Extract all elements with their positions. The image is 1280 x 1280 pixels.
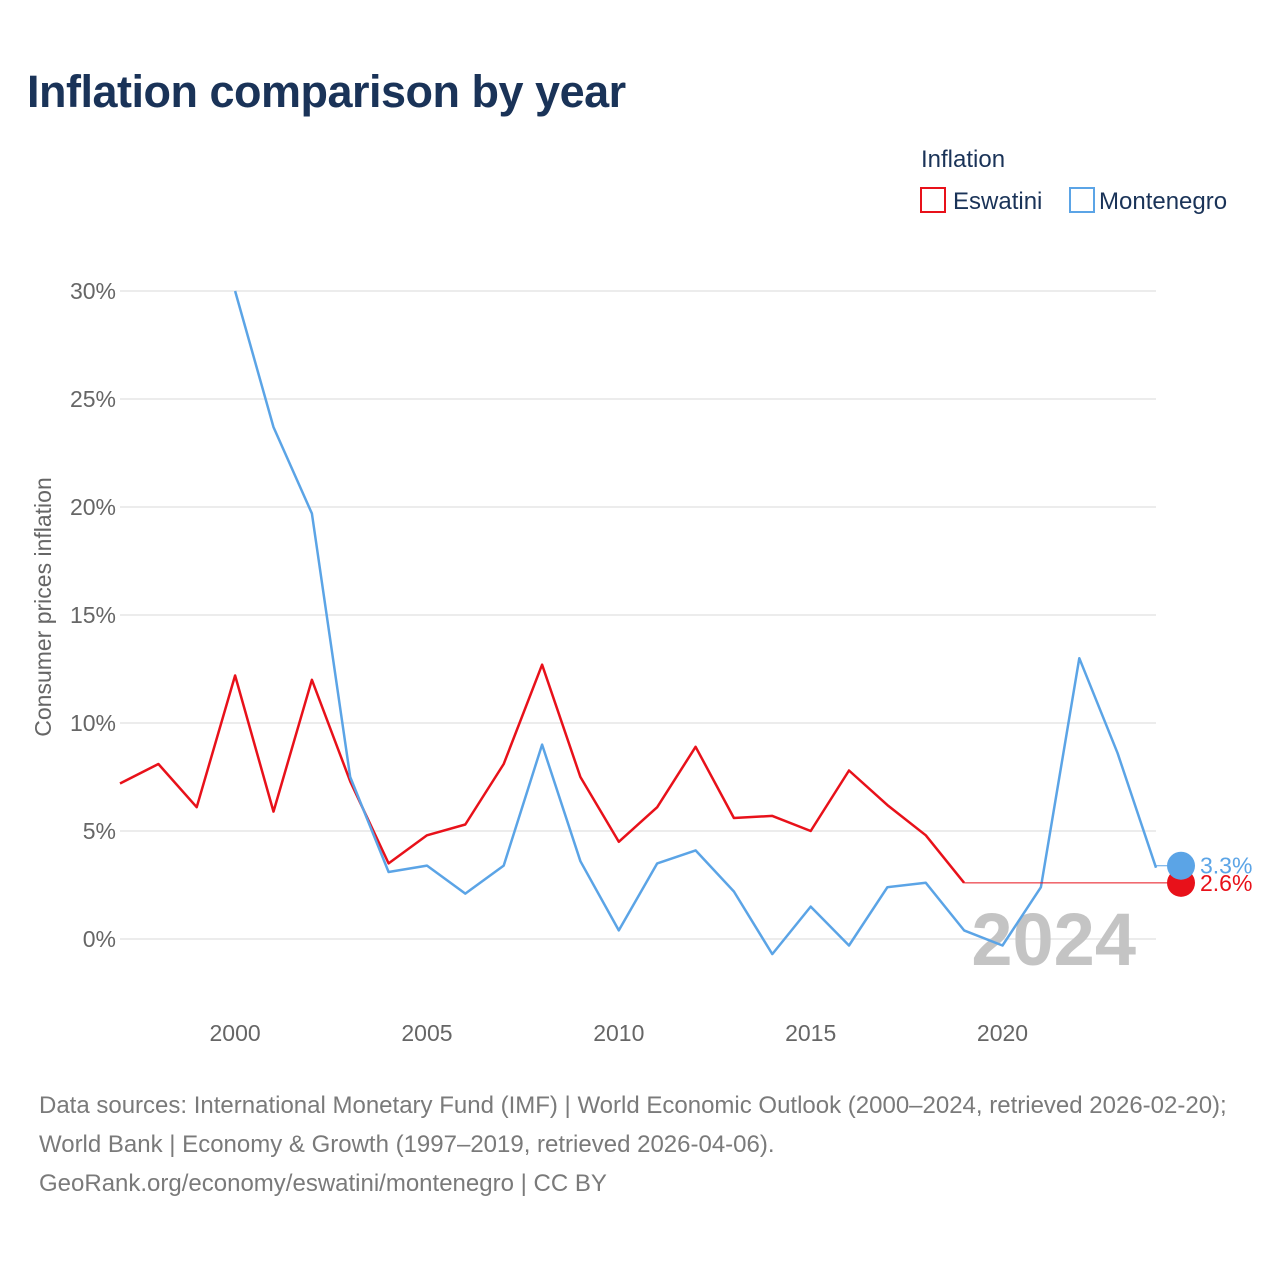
data-point-eswatini-2002 <box>307 675 317 685</box>
y-tick-label-30: 30% <box>70 278 116 304</box>
x-tick-label-2005: 2005 <box>401 1020 452 1046</box>
data-point-eswatini-1998 <box>153 759 163 769</box>
data-point-montenegro-2002 <box>307 508 317 518</box>
y-tick-label-5: 5% <box>83 818 116 844</box>
data-point-montenegro-2001 <box>268 422 278 432</box>
y-tick-label-10: 10% <box>70 710 116 736</box>
data-point-montenegro-2021 <box>1036 882 1046 892</box>
data-point-montenegro-2006 <box>460 889 470 899</box>
y-tick-label-15: 15% <box>70 602 116 628</box>
x-tick-label-2020: 2020 <box>977 1020 1028 1046</box>
legend-label-montenegro[interactable]: Montenegro <box>1099 188 1227 215</box>
legend-swatch-montenegro <box>1069 187 1095 213</box>
data-point-montenegro-2000 <box>230 286 240 296</box>
data-point-montenegro-2004 <box>384 867 394 877</box>
data-point-montenegro-2020 <box>998 940 1008 950</box>
end-labels: 2.6%3.3% <box>964 851 1252 897</box>
data-point-eswatini-2016 <box>844 766 854 776</box>
credit-line[interactable]: GeoRank.org/economy/eswatini/montenegro … <box>39 1170 607 1197</box>
footer: Data sources: International Monetary Fun… <box>39 1086 1249 1203</box>
data-point-eswatini-2000 <box>230 670 240 680</box>
data-point-montenegro-2014 <box>767 949 777 959</box>
legend-swatch-eswatini <box>920 187 946 213</box>
data-point-eswatini-2013 <box>729 813 739 823</box>
y-axis-title: Consumer prices inflation <box>30 477 56 737</box>
legend-label-eswatini[interactable]: Eswatini <box>953 188 1042 215</box>
data-point-montenegro-2005 <box>422 861 432 871</box>
data-point-montenegro-2007 <box>499 861 509 871</box>
data-point-eswatini-2017 <box>882 800 892 810</box>
data-point-eswatini-1999 <box>192 802 202 812</box>
year-watermark: 2024 <box>971 898 1136 981</box>
data-point-eswatini-2011 <box>652 802 662 812</box>
x-tick-label-2015: 2015 <box>785 1020 836 1046</box>
x-tick-label-2010: 2010 <box>593 1020 644 1046</box>
x-axis: 2000 2005 2010 2015 2020 <box>210 1020 1029 1046</box>
data-point-montenegro-2018 <box>921 878 931 888</box>
data-point-montenegro-2017 <box>882 882 892 892</box>
data-point-montenegro-2023 <box>1113 748 1123 758</box>
series-lines <box>115 286 1158 959</box>
data-point-montenegro-2009 <box>575 856 585 866</box>
data-point-montenegro-2008 <box>537 740 547 750</box>
data-point-montenegro-2013 <box>729 886 739 896</box>
data-point-montenegro-2011 <box>652 858 662 868</box>
chart-title: Inflation comparison by year <box>27 66 626 117</box>
data-point-eswatini-2010 <box>614 837 624 847</box>
legend-title: Inflation <box>921 146 1005 173</box>
gridlines <box>120 290 1156 940</box>
series-line-montenegro <box>233 290 1158 956</box>
series-line-eswatini <box>119 663 966 884</box>
end-label-montenegro: 3.3% <box>1200 853 1252 879</box>
data-sources: Data sources: International Monetary Fun… <box>39 1092 1227 1158</box>
end-label-eswatini: 2.6% <box>1200 870 1252 896</box>
data-point-montenegro-2022 <box>1074 653 1084 663</box>
y-tick-label-20: 20% <box>70 494 116 520</box>
data-point-eswatini-2006 <box>460 820 470 830</box>
x-tick-label-2000: 2000 <box>210 1020 261 1046</box>
data-point-montenegro-2016 <box>844 940 854 950</box>
flag-marker-montenegro <box>1167 851 1195 880</box>
data-point-eswatini-2015 <box>806 826 816 836</box>
end-connector-montenegro <box>1155 865 1167 868</box>
data-point-eswatini-2014 <box>767 811 777 821</box>
data-point-eswatini-2009 <box>575 772 585 782</box>
data-point-montenegro-2003 <box>345 772 355 782</box>
data-point-montenegro-2015 <box>806 902 816 912</box>
data-point-eswatini-2001 <box>268 807 278 817</box>
y-axis: 0% 5% 10% 15% 20% 25% 30% Consumer prices infla… <box>30 278 116 952</box>
data-point-eswatini-2008 <box>537 660 547 670</box>
legend: Inflation Eswatini Montenegro <box>920 146 1227 215</box>
data-point-eswatini-2007 <box>499 759 509 769</box>
data-point-montenegro-2012 <box>691 845 701 855</box>
data-point-eswatini-2012 <box>691 742 701 752</box>
data-point-montenegro-2019 <box>959 925 969 935</box>
y-tick-label-0: 0% <box>83 926 116 952</box>
data-point-eswatini-2005 <box>422 830 432 840</box>
year-watermark-group: 2024 <box>971 898 1136 981</box>
y-tick-label-25: 25% <box>70 386 116 412</box>
data-point-montenegro-2010 <box>614 925 624 935</box>
data-point-eswatini-1997 <box>115 778 125 788</box>
data-point-eswatini-2018 <box>921 830 931 840</box>
